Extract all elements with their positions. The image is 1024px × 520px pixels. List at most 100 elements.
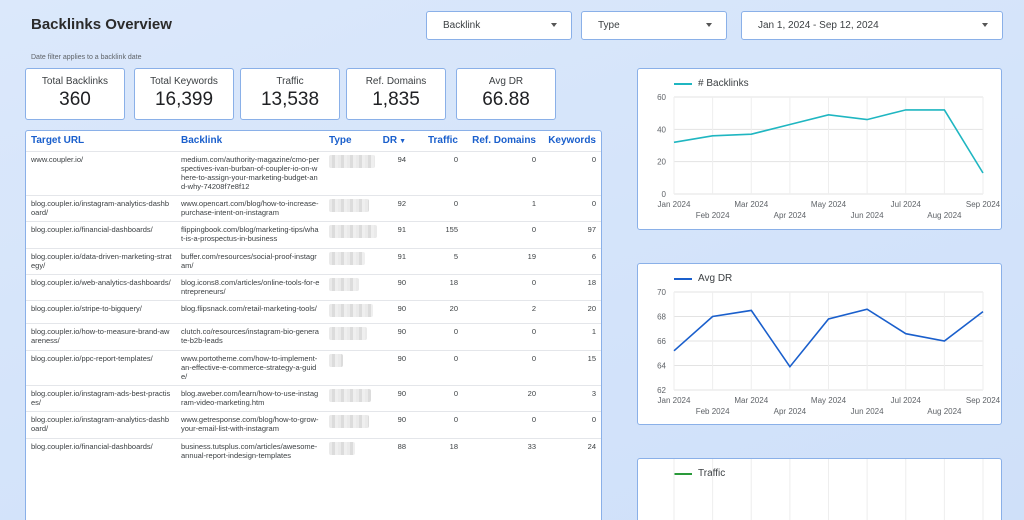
ref-domains-cell: 19 — [464, 247, 542, 275]
traffic-cell: 20 — [412, 300, 464, 324]
legend-label: Avg DR — [698, 273, 733, 284]
kpi-total-keywords: Total Keywords 16,399 — [134, 68, 234, 120]
traffic-cell: 0 — [412, 323, 464, 351]
legend-swatch — [674, 82, 692, 85]
x-tick-label: Jul 2024 — [891, 396, 922, 405]
type-cell — [324, 385, 376, 412]
x-tick-label: Aug 2024 — [927, 407, 962, 416]
date-range-picker[interactable]: Jan 1, 2024 - Sep 12, 2024 — [741, 11, 1003, 40]
x-tick-label: Apr 2024 — [774, 407, 807, 416]
y-tick-label: 70 — [657, 288, 666, 297]
x-tick-label: Sep 2024 — [966, 200, 1001, 209]
backlink-cell: medium.com/authority-magazine/cmo-perspe… — [176, 150, 324, 196]
keywords-cell: 6 — [542, 247, 601, 275]
keywords-cell: 20 — [542, 300, 601, 324]
kpi-value: 13,538 — [260, 89, 320, 110]
backlink-cell: www.opencart.com/blog/how-to-increase-pu… — [176, 195, 324, 222]
table-row[interactable]: blog.coupler.io/data-driven-marketing-st… — [26, 247, 601, 275]
column-header-type[interactable]: Type — [329, 135, 352, 147]
chart-legend: Traffic — [674, 468, 725, 479]
traffic-cell: 18 — [412, 437, 464, 464]
kpi-label: Ref. Domains — [365, 76, 427, 87]
type-cell — [324, 195, 376, 222]
x-tick-label: May 2024 — [811, 200, 847, 209]
keywords-cell: 15 — [542, 349, 601, 386]
legend-label: Traffic — [698, 468, 726, 479]
kpi-traffic: Traffic 13,538 — [240, 68, 340, 120]
redacted-type-value — [329, 327, 367, 341]
y-tick-label: 40 — [657, 125, 666, 134]
redacted-type-value — [329, 441, 355, 455]
table-row[interactable]: blog.coupler.io/financial-dashboards/bus… — [26, 437, 601, 464]
target-url-cell: blog.coupler.io/financial-dashboards/ — [26, 221, 176, 249]
redacted-type-value — [329, 199, 369, 213]
kpi-value: 66.88 — [482, 89, 530, 110]
redacted-type-value — [329, 225, 377, 239]
keywords-cell: 1 — [542, 323, 601, 351]
target-url-cell: blog.coupler.io/data-driven-marketing-st… — [26, 247, 176, 275]
traffic-chart-card: Traffic — [637, 458, 1002, 520]
backlink-cell: www.getresponse.com/blog/how-to-grow-you… — [176, 411, 324, 439]
column-header-keywords[interactable]: Keywords — [548, 135, 596, 147]
legend-label: # Backlinks — [698, 78, 749, 89]
backlink-cell: blog.flipsnack.com/retail-marketing-tool… — [176, 300, 324, 324]
backlink-cell: buffer.com/resources/social-proof-instag… — [176, 247, 324, 275]
dr-cell: 91 — [376, 247, 412, 275]
ref-domains-cell: 2 — [464, 300, 542, 324]
column-header-dr-label: DR — [382, 135, 398, 147]
column-header-traffic[interactable]: Traffic — [427, 135, 458, 147]
traffic-cell: 18 — [412, 273, 464, 301]
type-cell — [324, 411, 376, 439]
x-tick-label: Jul 2024 — [891, 200, 922, 209]
backlink-cell: blog.aweber.com/learn/how-to-use-instagr… — [176, 385, 324, 412]
kpi-label: Traffic — [276, 76, 304, 87]
table-row[interactable]: blog.coupler.io/how-to-measure-brand-awa… — [26, 323, 601, 351]
date-range-label: Jan 1, 2024 - Sep 12, 2024 — [758, 20, 879, 31]
x-tick-label: Jan 2024 — [658, 200, 691, 209]
redacted-type-value — [329, 415, 369, 429]
column-header-target-url[interactable]: Target URL — [31, 135, 85, 147]
x-tick-label: Jun 2024 — [851, 407, 884, 416]
kpi-label: Total Keywords — [150, 76, 218, 87]
traffic-cell: 0 — [412, 411, 464, 439]
keywords-cell: 0 — [542, 150, 601, 196]
table-row[interactable]: blog.coupler.io/ppc-report-templates/www… — [26, 349, 601, 386]
keywords-cell: 3 — [542, 385, 601, 412]
dr-cell: 90 — [376, 273, 412, 301]
table-row[interactable]: www.coupler.io/medium.com/authority-maga… — [26, 150, 601, 196]
ref-domains-cell: 0 — [464, 349, 542, 386]
keywords-cell: 0 — [542, 195, 601, 222]
x-tick-label: Mar 2024 — [734, 396, 768, 405]
x-tick-label: Apr 2024 — [774, 211, 807, 220]
ref-domains-cell: 20 — [464, 385, 542, 412]
dr-cell: 91 — [376, 221, 412, 249]
avg-dr-chart-card: Avg DR 62 64 66 68 70 Jan 2024 Mar 2024 May 202… — [637, 263, 1002, 425]
table-row[interactable]: blog.coupler.io/stripe-to-bigquery/blog.… — [26, 300, 601, 324]
table-row[interactable]: blog.coupler.io/web-analytics-dashboards… — [26, 273, 601, 301]
backlink-cell: clutch.co/resources/instagram-bio-genera… — [176, 323, 324, 351]
table-row[interactable]: blog.coupler.io/financial-dashboards/fli… — [26, 221, 601, 249]
traffic-cell: 5 — [412, 247, 464, 275]
table-row[interactable]: blog.coupler.io/instagram-analytics-dash… — [26, 411, 601, 439]
dr-cell: 90 — [376, 349, 412, 386]
backlink-filter-dropdown[interactable]: Backlink — [426, 11, 572, 40]
type-filter-dropdown[interactable]: Type — [581, 11, 727, 40]
target-url-cell: blog.coupler.io/instagram-analytics-dash… — [26, 195, 176, 222]
target-url-cell: blog.coupler.io/how-to-measure-brand-awa… — [26, 323, 176, 351]
type-cell — [324, 349, 376, 386]
column-header-dr[interactable]: DR ▼ — [376, 131, 412, 151]
dr-cell: 88 — [376, 437, 412, 464]
traffic-line-chart — [673, 459, 984, 520]
keywords-cell: 24 — [542, 437, 601, 464]
column-header-backlink[interactable]: Backlink — [181, 135, 223, 147]
keywords-cell: 97 — [542, 221, 601, 249]
dr-cell: 94 — [376, 150, 412, 196]
table-row[interactable]: blog.coupler.io/instagram-analytics-dash… — [26, 195, 601, 222]
type-cell — [324, 273, 376, 301]
column-header-ref-domains[interactable]: Ref. Domains — [472, 135, 536, 147]
y-tick-label: 62 — [657, 386, 666, 395]
kpi-total-backlinks: Total Backlinks 360 — [25, 68, 125, 120]
type-filter-label: Type — [598, 20, 620, 31]
page-title: Backlinks Overview — [31, 16, 172, 33]
table-row[interactable]: blog.coupler.io/instagram-ads-best-pract… — [26, 385, 601, 412]
